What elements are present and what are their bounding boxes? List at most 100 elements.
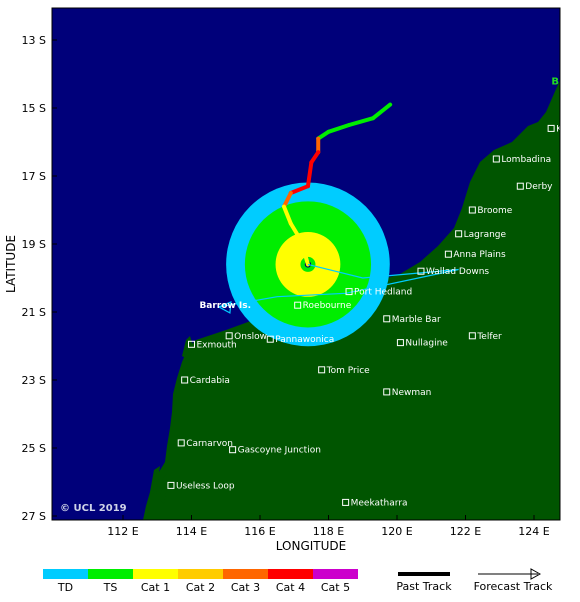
place-label: Anna Plains xyxy=(453,250,506,260)
place-label: Derby xyxy=(525,182,553,192)
place-label: Pannawonica xyxy=(275,335,334,345)
place-marker xyxy=(383,388,391,396)
past-track-segment xyxy=(288,221,304,243)
place-label: Telfer xyxy=(476,332,502,342)
place-marker xyxy=(468,332,476,340)
legend-swatch-label: TD xyxy=(57,581,73,594)
latitude-ticks: 13 S 15 S 17 S 19 S 21 S 23 S 25 S 27 S xyxy=(22,34,57,523)
place-label: Roebourne xyxy=(303,301,352,311)
edge-place-label: Bigg xyxy=(551,77,576,88)
place-marker xyxy=(516,182,524,190)
past-track-segment xyxy=(299,238,310,267)
lon-tick-label: 112 E xyxy=(107,525,138,538)
place-label: Wallad Downs xyxy=(426,267,489,277)
legend-swatch-label: Cat 1 xyxy=(141,581,170,594)
place-marker xyxy=(318,366,326,374)
place-marker xyxy=(345,288,353,296)
place-label: Marble Bar xyxy=(392,315,441,325)
place-marker xyxy=(468,206,476,214)
place-marker xyxy=(167,481,175,489)
peninsula-shark-bay-2 xyxy=(160,474,167,504)
legend-swatch-label: TS xyxy=(103,581,118,594)
place-marker xyxy=(492,155,500,163)
track-position-marker xyxy=(289,254,297,262)
legend-swatch-label: Cat 5 xyxy=(321,581,350,594)
place-label: Exmouth xyxy=(197,340,237,350)
lat-tick-label: 25 S xyxy=(22,442,46,455)
place-label: Gascoyne Junction xyxy=(238,446,321,456)
past-track-segment xyxy=(371,102,393,121)
legend-swatch-label: Cat 2 xyxy=(186,581,215,594)
place-marker xyxy=(455,230,463,238)
place-marker xyxy=(396,339,404,347)
place-label: Useless Loop xyxy=(176,481,235,491)
place-label: Newman xyxy=(392,388,432,398)
legend-swatch-label: Cat 4 xyxy=(276,581,305,594)
island-label: Barrow Is. xyxy=(199,301,251,311)
place-label: Cardabia xyxy=(190,376,230,386)
past-track-segment xyxy=(326,123,352,134)
peninsula-exmouth xyxy=(182,336,193,360)
legend-swatch xyxy=(133,569,178,579)
place-marker xyxy=(342,498,350,506)
place-marker xyxy=(383,315,391,323)
place-label: Lombadina xyxy=(501,155,551,165)
past-track-segment xyxy=(305,160,314,189)
lat-tick-label: 13 S xyxy=(22,34,46,47)
lon-tick-label: 122 E xyxy=(450,525,481,538)
lat-tick-label: 23 S xyxy=(22,374,46,387)
lon-tick-label: 124 E xyxy=(518,525,549,538)
place-marker xyxy=(181,376,189,384)
x-axis-label: LONGITUDE xyxy=(276,539,346,553)
place-marker xyxy=(188,340,195,348)
forecast-track xyxy=(218,263,459,308)
lat-tick-label: 19 S xyxy=(22,238,46,251)
legend-swatch xyxy=(268,569,313,579)
place-marker xyxy=(229,446,237,454)
plot-frame xyxy=(51,7,561,521)
place-label: Tom Price xyxy=(326,366,371,376)
peninsula-shark-bay xyxy=(150,466,160,494)
legend-swatch xyxy=(223,569,268,579)
place-marker xyxy=(444,250,452,258)
legend-swatch xyxy=(43,569,88,579)
place-label: Meekatharra xyxy=(351,498,408,508)
past-track-segment xyxy=(281,204,293,226)
longitude-ticks: 112 E 114 E 116 E 118 E 120 E 122 E 124 E xyxy=(107,515,550,538)
past-track-segment xyxy=(309,150,321,165)
place-marker xyxy=(225,332,233,340)
past-track-segment xyxy=(288,184,310,195)
legend-swatch xyxy=(88,569,133,579)
place-marker xyxy=(547,124,555,132)
place-label: Onslow xyxy=(234,332,267,342)
place-marker xyxy=(266,335,274,343)
y-axis-label: LATITUDE xyxy=(4,235,18,293)
legend-swatch xyxy=(313,569,358,579)
forecast-track-legend-arrow xyxy=(530,568,542,580)
place-marker xyxy=(294,301,302,309)
place-label: Port Hedland xyxy=(354,288,412,298)
lon-tick-label: 116 E xyxy=(244,525,275,538)
legend-swatch xyxy=(178,569,223,579)
legend-swatch-label: Cat 3 xyxy=(231,581,260,594)
lat-tick-label: 21 S xyxy=(22,306,46,319)
past-track-legend-label: Past Track xyxy=(396,580,452,593)
lon-tick-label: 120 E xyxy=(381,525,412,538)
place-labels: Kuri Bay Lombadina Derby Broome Lagrange Anna… xyxy=(167,124,560,508)
past-track-segment xyxy=(316,129,331,141)
place-label: Broome xyxy=(477,206,512,216)
lat-tick-label: 27 S xyxy=(22,510,46,523)
map-plot-area: Kuri Bay Lombadina Derby Broome Lagrange Anna… xyxy=(52,8,576,520)
island-labels: Barrow Is. xyxy=(199,301,251,311)
lat-tick-label: 15 S xyxy=(22,102,46,115)
place-label: Carnarvon xyxy=(186,439,233,449)
lat-tick-label: 17 S xyxy=(22,170,46,183)
place-label: Lagrange xyxy=(464,230,507,240)
place-marker xyxy=(177,439,185,447)
forecast-arrow-head xyxy=(217,300,232,314)
copyright: © UCL 2019 xyxy=(60,503,127,514)
past-track xyxy=(281,102,393,267)
lon-tick-label: 114 E xyxy=(176,525,207,538)
past-track-segment xyxy=(281,191,293,209)
